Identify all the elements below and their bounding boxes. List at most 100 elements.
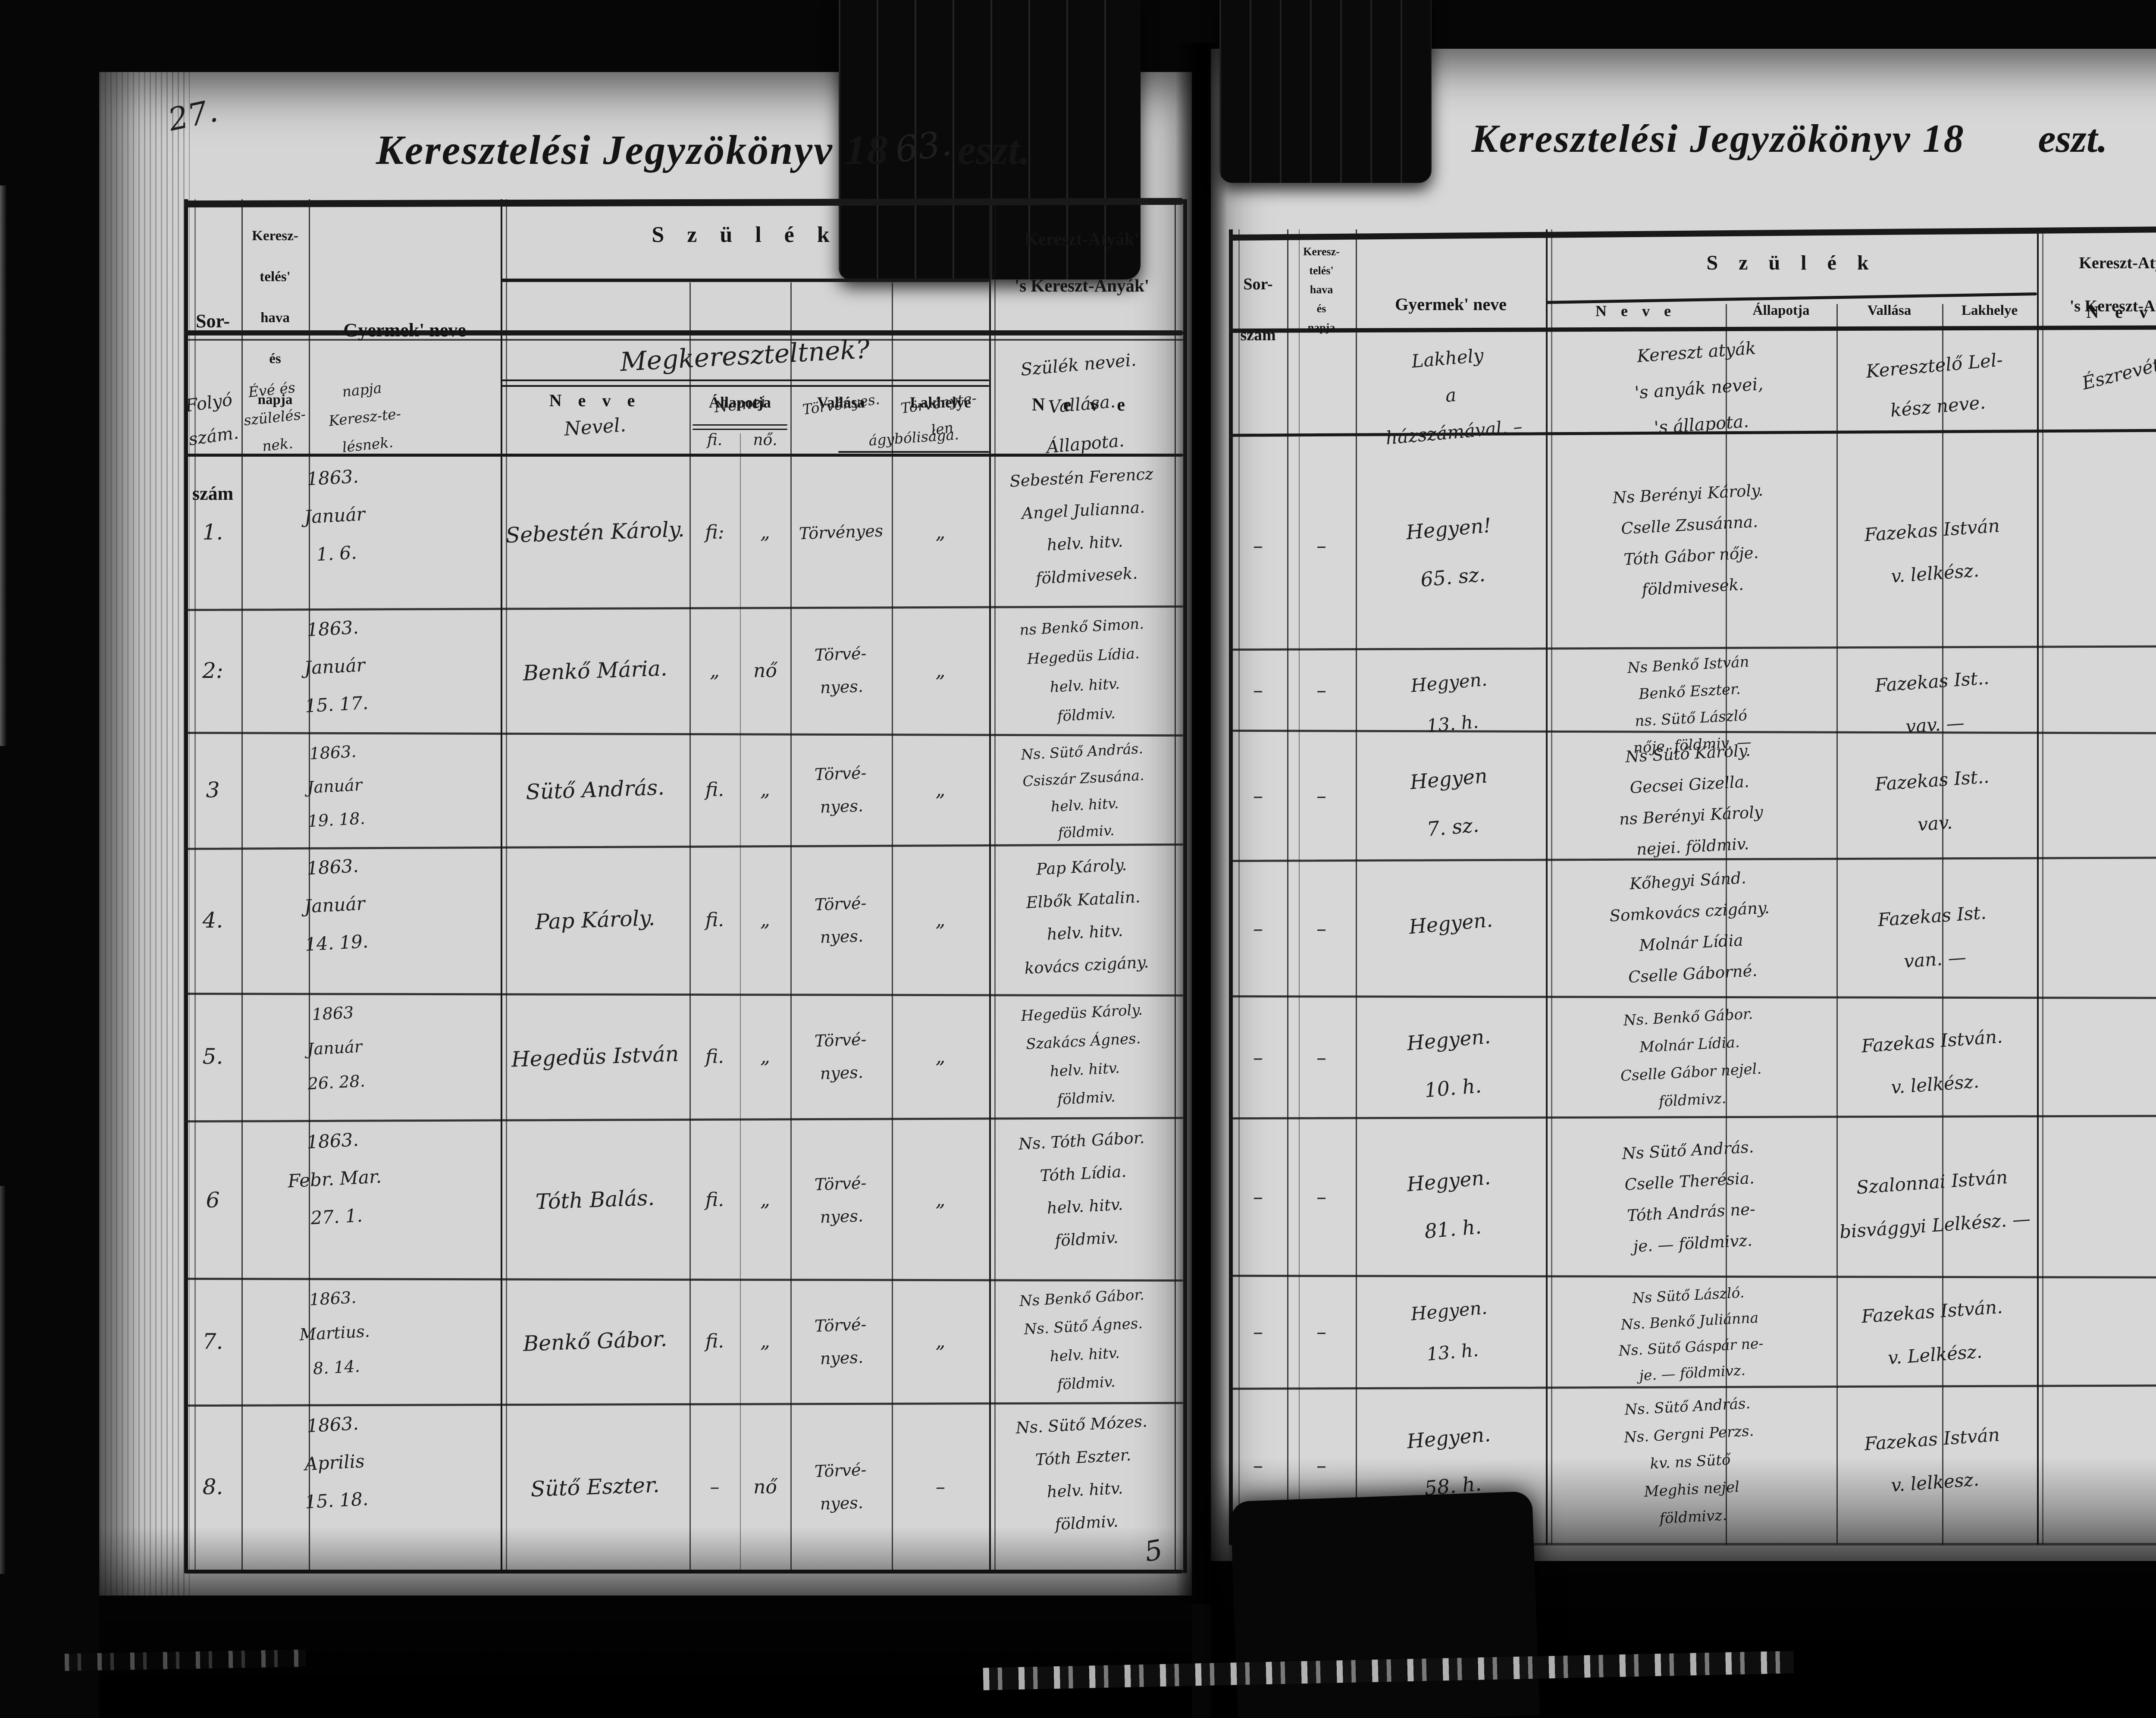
right-title-suffix: eszt.: [2038, 116, 2108, 160]
right-header-neve: N e v e: [1595, 302, 1676, 320]
table-row: 1. 1863. Január 1. 6. Sebestén Károly. f…: [184, 457, 1183, 607]
left-header-gyermek: Gyermek' neve: [343, 320, 466, 341]
dash-mark: –: [1253, 1185, 1263, 1208]
left-grid-line: [892, 282, 893, 1572]
child-name: Tóth Balás.: [535, 1185, 655, 1214]
legitimacy: Törvé- nyes.: [814, 893, 867, 947]
table-row: 5. 1863 Január 26. 28. Hegedüs István fi…: [184, 994, 1183, 1119]
godparents-entry: Kőhegyi Sánd. Somkovács czigány. Molnár …: [1609, 868, 1770, 987]
right-grid-line: [1726, 304, 1727, 1545]
right-title: Keresztelési Jegyzökönyv 18 eszt.: [1332, 116, 2156, 161]
godparents-entry: Ns Sütő Károly. Gecsei Gizella. ns Berén…: [1618, 741, 1764, 859]
sex-female-mark: „: [760, 779, 770, 801]
right-grid-line: [1942, 304, 1943, 1545]
sex-female-mark: nő: [753, 659, 777, 682]
table-row: 6 1863. Febr. Mar. 27. 1. Tóth Balás. fi…: [184, 1120, 1183, 1279]
child-name: Sebestén Károly.: [505, 517, 685, 548]
residence: Hegyen. 81. h.: [1406, 1165, 1492, 1243]
sex-male-mark: fi:: [705, 521, 724, 543]
baptism-date: 1863. Január 15. 17.: [304, 617, 369, 717]
left-szulek-underline: [501, 279, 989, 282]
left-title-suffix: eszt.: [957, 127, 1030, 173]
baptism-date: 1863. Febr. Mar. 27. 1.: [287, 1129, 382, 1229]
ditto-mark: „: [935, 779, 946, 801]
dash-mark: –: [1316, 1045, 1326, 1069]
sex-male-mark: –: [710, 1476, 720, 1498]
legitimacy: Törvé- nyes.: [814, 643, 867, 697]
child-name: Hegedüs István: [511, 1041, 680, 1072]
dash-mark: –: [1253, 1045, 1263, 1069]
left-header-bottom-rule: [184, 330, 1183, 335]
right-header-gyermek: Gyermek' neve: [1395, 295, 1507, 314]
left-nemei-rule: [693, 424, 787, 426]
pastor-entry: Fazekas István v. lelkész.: [1863, 515, 2001, 587]
right-header-kereszteles: Keresz- telés' hava és napja: [1303, 245, 1340, 334]
sex-female-mark: „: [760, 521, 770, 543]
left-header-sorszam: Sor- szám: [192, 310, 234, 504]
sex-male-mark: fi.: [705, 1189, 724, 1211]
left-subheader-bottom-rule: [184, 454, 1183, 457]
right-header-sorszam: Sor- szám: [1240, 275, 1276, 344]
right-sub-lakhely: Lakhely a házszámával. –: [1385, 345, 1523, 449]
residence: Hegyen! 65. sz.: [1405, 513, 1492, 592]
book-edge-highlight: [0, 1186, 6, 1574]
left-sub-eve: Évé és szülelés- nek.: [243, 379, 307, 455]
godparents-entry: Ns Berényi Károly. Cselle Zsusánna. Tóth…: [1612, 481, 1764, 599]
dash-mark: –: [1316, 916, 1326, 940]
right-header-vallasa: Vallása: [1867, 303, 1912, 318]
table-row: – – Hegyen. Kőhegyi Sánd. Somkovács czig…: [1229, 860, 2156, 996]
sex-male-mark: fi.: [705, 909, 724, 931]
left-header-kereszteles: Keresz- telés' hava és napja: [252, 228, 298, 408]
dash-mark: –: [1316, 678, 1326, 702]
parents-entry: Ns. Sütő Mózes. Tóth Eszter. helv. hitv.…: [1015, 1412, 1148, 1534]
left-fi-no-divider: [740, 433, 741, 1572]
right-table-grid: [1229, 229, 2156, 1545]
row-number: 6: [206, 1187, 220, 1213]
ditto-mark: „: [935, 521, 946, 543]
parents-entry: Sebestén Ferencz Angel Julianna. helv. h…: [1009, 464, 1154, 588]
legitimacy: Törvé- nyes.: [814, 1314, 867, 1368]
parents-entry: Ns. Tóth Gábor. Tóth Lídia. helv. hitv. …: [1018, 1128, 1145, 1250]
sex-female-mark: „: [760, 1330, 770, 1352]
ditto-mark: „: [935, 1330, 946, 1352]
left-megk-underline: [501, 379, 989, 381]
sex-female-mark: nő: [753, 1476, 777, 1498]
right-sub-keresztatyak: Kereszt atyák 's anyák nevei, 's állapot…: [1634, 338, 1764, 438]
baptism-date: 1863 Január 26. 28.: [307, 1003, 366, 1094]
pastor-entry: Szalonnai István bisvággyi Lelkész. —: [1839, 1166, 2031, 1243]
row-number: 1.: [202, 520, 223, 545]
dash-mark: –: [1316, 784, 1326, 807]
right-title-printed: Keresztelési Jegyzökönyv 18: [1471, 116, 1965, 160]
ditto-mark: „: [935, 1045, 946, 1068]
left-title: Keresztelési Jegyzökönyv 18 63. eszt.: [241, 122, 1164, 174]
left-header-bottom-rule2: [184, 339, 1183, 341]
table-row: – – Hegyen. 81. h. Ns Sütő András. Csell…: [1229, 1118, 2156, 1276]
legitimacy: Törvé- nyes.: [814, 1173, 867, 1227]
row-number: 3: [206, 777, 220, 803]
right-header-keresztatyak: Kereszt-Atyák' 's Kereszt-Anyák': [2069, 254, 2156, 315]
sex-male-mark: fi.: [705, 779, 724, 801]
ditto-mark: „: [935, 909, 946, 931]
baptism-date: 1863. Január 1. 6.: [304, 466, 366, 565]
ditto-mark: „: [935, 1189, 946, 1211]
left-sub-napja: napja Keresz-te- lésnek.: [328, 379, 402, 456]
right-header-szulek: S z ü l é k: [1706, 251, 1877, 274]
table-row: – – Hegyen. 13. h. Ns Benkő István Benkő…: [1229, 649, 2156, 757]
baptism-date: 1863. Martius. 8. 14.: [299, 1288, 370, 1378]
row-number: 8.: [202, 1474, 223, 1499]
book-edge-highlight: [0, 185, 7, 746]
row-number: 7.: [202, 1329, 223, 1354]
legitimacy: Törvé- nyes.: [814, 1029, 867, 1083]
dash-mark: –: [1316, 1185, 1326, 1208]
left-grid-line: [790, 282, 792, 1572]
child-name: Benkő Mária.: [522, 655, 668, 686]
left-sub-szulek-neve: Szülék nevei. Vallása. Állapota.: [1020, 350, 1137, 458]
row-number: 2:: [202, 658, 223, 683]
residence: Hegyen.: [1408, 908, 1494, 939]
godparents-entry: Ns Sütő László. Ns. Benkő Juliánna Ns. S…: [1618, 1284, 1764, 1384]
dash-mark: –: [1253, 784, 1263, 807]
pastor-entry: Fazekas Ist. van. —: [1877, 902, 1987, 972]
left-header-szulek: S z ü l é k: [652, 223, 838, 247]
row-number: 5.: [202, 1044, 223, 1069]
